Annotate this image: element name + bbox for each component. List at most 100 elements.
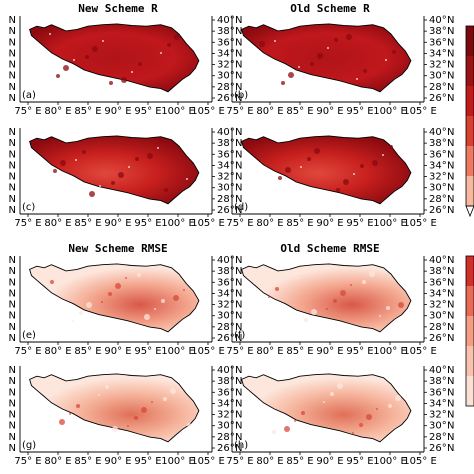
lon-tick-label: 75° E [226,218,253,229]
data-speckle [144,314,150,320]
lon-tick-label: 80° E [256,456,283,467]
data-speckle [353,173,355,175]
lat-tick-label: 36° [217,37,235,48]
plateau-region [241,263,412,333]
plateau-region [241,23,412,93]
lon-tick-label: 105° E [191,106,225,117]
data-speckle [298,66,300,68]
lat-tick-label: 34° [217,288,235,299]
data-speckle [128,166,130,168]
lat-tick-label: 30° [429,183,447,194]
lat-tick-label: 26° [429,333,447,344]
data-speckle [109,81,113,85]
title-new-scheme-rmse: New Scheme RMSE [68,242,167,255]
lat-tick-label: 34° [429,398,447,409]
lon-tick-label: 100° E [373,218,407,229]
lon-tick-label: 85° E [74,218,101,229]
lat-tick-suffix: N [447,149,454,160]
data-speckle [300,166,302,168]
data-speckle [174,34,180,40]
lat-tick-label: 32° [217,172,235,183]
lat-tick-suffix: N [235,421,242,432]
data-speckle [272,430,276,434]
lat-suffix-label: N [9,333,16,344]
lat-tick-label: 34° [217,48,235,59]
lat-tick-suffix: N [447,255,454,266]
lat-tick-label: 38° [217,266,235,277]
data-speckle [259,41,265,47]
title-new-scheme-r: New Scheme R [78,2,158,15]
lat-tick-label: 30° [429,311,447,322]
lat-tick-label: 36° [217,149,235,160]
data-speckle [102,40,104,42]
lat-tick-label: 38° [217,376,235,387]
lat-tick-suffix: N [447,48,454,59]
lat-tick-suffix: N [235,365,242,376]
data-speckle [154,308,156,310]
lat-tick-suffix: N [447,288,454,299]
data-speckle [275,287,279,291]
lat-tick-suffix: N [235,172,242,183]
lat-suffix-label: N [9,82,16,93]
lat-tick-label: 30° [217,183,235,194]
lat-tick-label: 40° [217,127,235,138]
lat-suffix-label: N [9,127,16,138]
data-speckle [157,147,159,149]
title-old-scheme-rmse: Old Scheme RMSE [280,242,379,255]
lon-tick-label: 75° E [14,218,41,229]
lon-tick-label: 90° E [104,218,131,229]
panel-letter: (g) [22,440,36,451]
lat-suffix-label: N [9,60,16,71]
lon-tick-label: 95° E [134,456,161,467]
lat-suffix-label: N [9,205,16,216]
lon-tick-label: 100° E [161,218,195,229]
data-speckle [333,299,337,303]
data-speckle [281,81,285,85]
lat-tick-suffix: N [447,15,454,26]
lat-tick-label: 26° [429,443,447,454]
lon-tick-label: 105° E [191,456,225,467]
lat-suffix-label: N [9,160,16,171]
lat-suffix-label: N [9,432,16,443]
lat-tick-label: 32° [217,300,235,311]
lat-suffix-label: N [9,255,16,266]
data-speckle [151,401,153,403]
data-speckle [86,302,92,308]
plateau-region [29,135,200,205]
lat-suffix-label: N [9,149,16,160]
lat-suffix-label: N [9,398,16,409]
data-speckle [366,414,372,420]
lon-tick-label: 90° E [104,346,131,357]
lat-tick-suffix: N [235,443,242,454]
lat-tick-label: 30° [217,421,235,432]
lon-tick-label: 80° E [44,106,71,117]
lat-tick-label: 30° [429,421,447,432]
data-speckle [164,188,168,192]
data-speckle [53,169,57,173]
lat-suffix-label: N [9,138,16,149]
lat-tick-label: 28° [429,322,447,333]
data-speckle [118,172,124,178]
data-speckle [268,296,270,298]
lat-tick-label: 34° [429,160,447,171]
map-panel: N 40° NN 38° NN 36° NN 34° NN 32° NN 30° NN 28° NN 26° N… [9,365,243,467]
lat-suffix-label: N [9,183,16,194]
data-speckle [388,404,392,408]
data-speckle [363,69,367,73]
lat-tick-suffix: N [235,138,242,149]
lat-tick-label: 30° [217,71,235,82]
lat-tick-suffix: N [235,311,242,322]
data-speckle [288,72,294,78]
lon-tick-label: 75° E [226,456,253,467]
lat-tick-label: 40° [429,127,447,138]
data-speckle [147,153,153,159]
data-speckle [392,50,396,54]
data-speckle [99,185,101,187]
lat-suffix-label: N [9,26,16,37]
data-speckle [173,295,179,301]
lat-tick-suffix: N [447,127,454,138]
lat-tick-suffix: N [447,26,454,37]
lon-tick-label: 85° E [286,346,313,357]
lon-tick-label: 95° E [134,106,161,117]
